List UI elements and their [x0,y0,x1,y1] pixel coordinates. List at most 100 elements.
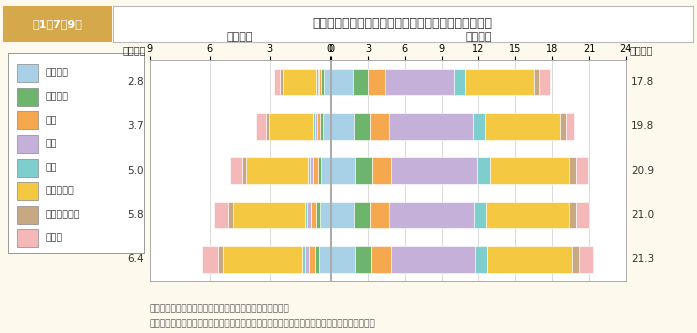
Text: 平成17年: 平成17年 [332,210,363,220]
Bar [321,69,323,95]
Bar [217,246,223,272]
Text: ２．大学等：大学，短大，高等専門学校，大学附属研究所，大学共同利用機関など。: ２．大学等：大学，短大，高等専門学校，大学附属研究所，大学共同利用機関など。 [150,319,376,328]
Text: 平成2年: 平成2年 [332,77,357,87]
Bar [370,202,390,228]
Bar [230,158,242,184]
Bar [576,202,589,228]
Text: 理学: 理学 [45,116,56,125]
Text: その他: その他 [45,234,62,243]
Bar [579,246,592,272]
Text: （備考）１．総務省「科学技術研究調査報告」より作成。: （備考）１．総務省「科学技術研究調査報告」より作成。 [150,305,290,314]
Text: 社会科学: 社会科学 [45,92,68,101]
Text: （万人）: （万人） [629,46,653,56]
Text: 2.8: 2.8 [128,77,144,87]
Bar [17,135,38,153]
Bar [331,246,355,272]
Bar [323,113,330,140]
Bar [485,113,560,140]
Bar [486,202,569,228]
Bar [274,69,280,95]
Bar [368,69,385,95]
Text: 平成20年: 平成20年 [332,254,363,264]
Bar [242,158,246,184]
Bar [390,202,474,228]
Bar [17,64,38,82]
Bar [576,158,588,184]
Bar [354,113,370,140]
Bar [489,158,569,184]
Text: 人文科学: 人文科学 [45,69,68,78]
Bar [385,69,454,95]
Bar [454,69,465,95]
Text: 工学: 工学 [45,140,56,149]
Text: 3.7: 3.7 [128,121,144,132]
Bar [390,246,475,272]
Bar [566,113,574,140]
Bar [309,246,315,272]
Bar [17,182,38,200]
Bar [372,158,391,184]
Bar [308,158,310,184]
Bar [353,69,368,95]
Bar [315,113,317,140]
Bar [539,69,550,95]
Bar [475,246,487,272]
Bar [370,113,390,140]
Text: 5.0: 5.0 [128,166,144,176]
Text: 19.8: 19.8 [631,121,654,132]
Bar [477,158,489,184]
Bar [17,159,38,176]
Bar [569,158,576,184]
Bar [331,69,353,95]
Bar [354,202,370,228]
Bar [305,246,309,272]
Bar [572,246,579,272]
Bar [319,246,330,272]
Bar [316,202,320,228]
Bar [280,69,283,95]
Bar [313,113,315,140]
Bar [323,69,330,95]
Bar [320,113,323,140]
Bar [355,158,372,184]
Bar [316,69,318,95]
Bar [305,202,307,228]
Bar [269,113,313,140]
Bar [534,69,539,95]
Text: 第1－7－9図: 第1－7－9図 [33,19,82,29]
Bar [17,206,38,224]
Text: 6.4: 6.4 [128,254,144,264]
Bar [331,113,354,140]
Text: 専攻分野別にみた大学等の研究本務者の推移（性別）: 専攻分野別にみた大学等の研究本務者の推移（性別） [313,17,493,30]
Bar [560,113,566,140]
Bar [321,158,330,184]
Bar [310,158,313,184]
Text: 21.3: 21.3 [631,254,654,264]
Bar [355,246,371,272]
Bar [331,202,354,228]
Text: 20.9: 20.9 [631,166,654,176]
Text: 〈女性〉: 〈女性〉 [227,32,253,42]
Bar [283,69,316,95]
Bar [228,202,233,228]
Bar [214,202,228,228]
Bar [331,158,355,184]
Bar [371,246,390,272]
Bar [465,69,534,95]
Text: （万人）: （万人） [123,46,146,56]
Bar [17,112,38,130]
Bar [302,246,305,272]
Text: 平成7年: 平成7年 [332,121,357,132]
Text: 21.0: 21.0 [631,210,654,220]
Bar [17,229,38,247]
Bar [320,202,330,228]
Bar [311,202,316,228]
Bar [307,202,311,228]
Bar [233,202,305,228]
Bar [315,246,319,272]
Text: その他の保健: その他の保健 [45,210,79,219]
Text: 平成12年: 平成12年 [332,166,363,176]
Bar [202,246,217,272]
Bar [17,88,38,106]
Bar [256,113,266,140]
